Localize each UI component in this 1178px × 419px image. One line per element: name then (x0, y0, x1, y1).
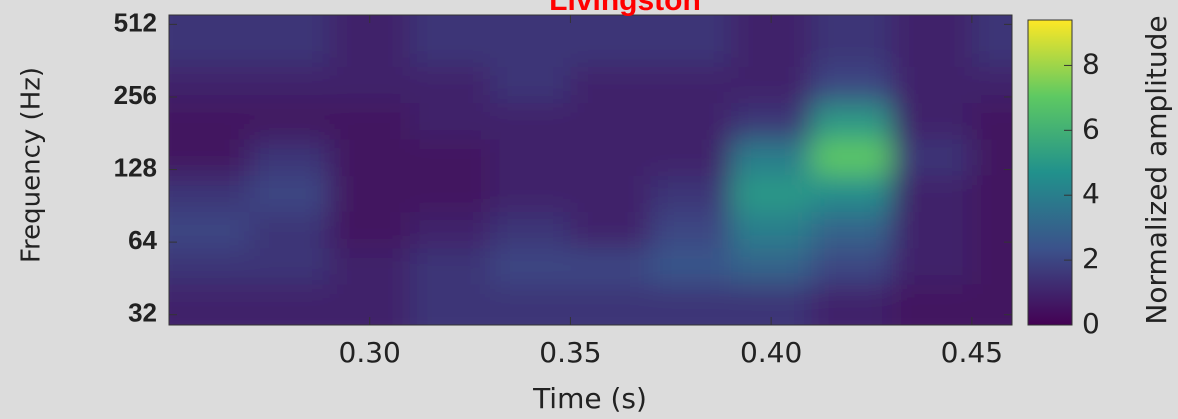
heat-cell (570, 103, 651, 140)
chart-title: Livingston (549, 0, 701, 17)
heatmap (139, 0, 1083, 351)
heat-cell (892, 0, 973, 67)
heat-cell (490, 212, 571, 249)
heat-cell (651, 103, 732, 140)
heat-cell (811, 212, 892, 249)
heat-cell (570, 212, 651, 249)
heat-cell (811, 66, 892, 103)
heat-cell (811, 284, 892, 351)
heat-cell (651, 212, 732, 249)
heat-cell (570, 248, 651, 285)
heat-cell (410, 139, 491, 176)
heat-cell (249, 284, 330, 351)
heat-cell (570, 175, 651, 212)
heat-cell (651, 139, 732, 176)
colorbar-tick-label: 6 (1082, 112, 1100, 145)
heat-cell (330, 0, 411, 67)
y-tick-label: 256 (114, 80, 157, 110)
heat-cell (410, 212, 491, 249)
heat-cell (651, 248, 732, 285)
colorbar-tick-label: 2 (1082, 242, 1100, 275)
heat-cell (410, 248, 491, 285)
x-tick-label: 0.45 (941, 336, 1003, 369)
x-tick-label: 0.40 (740, 336, 802, 369)
heat-cell (811, 0, 892, 67)
heat-cell (249, 66, 330, 103)
heat-cell (410, 284, 491, 351)
colorbar-tick-label: 8 (1082, 47, 1100, 80)
heat-cell (811, 248, 892, 285)
heat-cell (731, 139, 812, 176)
heat-cell (410, 175, 491, 212)
y-tick-label: 128 (114, 152, 157, 182)
heat-cell (892, 212, 973, 249)
heat-cell (811, 175, 892, 212)
heat-cell (249, 0, 330, 67)
heat-cell (892, 103, 973, 140)
heat-cell (651, 284, 732, 351)
heat-cell (731, 103, 812, 140)
heat-cell (249, 248, 330, 285)
heat-cell (731, 0, 812, 67)
heat-cell (651, 66, 732, 103)
colorbar-label: Normalized amplitude (1140, 15, 1173, 324)
y-axis-label: Frequency (Hz) (17, 67, 47, 263)
heat-cell (490, 139, 571, 176)
heat-cell (731, 212, 812, 249)
heat-cell (490, 248, 571, 285)
x-axis-label: Time (s) (532, 382, 647, 415)
heat-cell (410, 0, 491, 67)
y-tick-label: 64 (128, 225, 157, 255)
heat-cell (892, 248, 973, 285)
heat-cell (330, 139, 411, 176)
heat-cell (330, 212, 411, 249)
heat-cell (892, 66, 973, 103)
heat-cell (490, 66, 571, 103)
heat-cell (570, 66, 651, 103)
heat-cell (892, 139, 973, 176)
heat-cell (811, 103, 892, 140)
heat-cell (330, 248, 411, 285)
heat-cell (249, 212, 330, 249)
heat-cell (892, 175, 973, 212)
heat-cell (330, 175, 411, 212)
x-tick-label: 0.30 (339, 336, 401, 369)
heat-cell (731, 175, 812, 212)
heat-cell (490, 103, 571, 140)
heat-cell (249, 175, 330, 212)
heat-cell (249, 139, 330, 176)
colorbar-tick-label: 4 (1082, 177, 1100, 210)
heat-cell (731, 66, 812, 103)
colorbar-tick-label: 0 (1082, 307, 1100, 340)
heat-cell (731, 248, 812, 285)
heat-cell (410, 66, 491, 103)
x-tick-label: 0.35 (539, 336, 601, 369)
heat-cell (330, 103, 411, 140)
chart: Livingston Time (s) Frequency (Hz) Norma… (0, 0, 1178, 419)
heat-cell (811, 139, 892, 176)
heat-cell (570, 139, 651, 176)
y-tick-label: 32 (128, 298, 157, 328)
heat-cell (651, 175, 732, 212)
heat-cell (330, 66, 411, 103)
y-tick-label: 512 (114, 7, 157, 37)
heat-cell (249, 103, 330, 140)
heat-cell (410, 103, 491, 140)
heat-cell (490, 175, 571, 212)
